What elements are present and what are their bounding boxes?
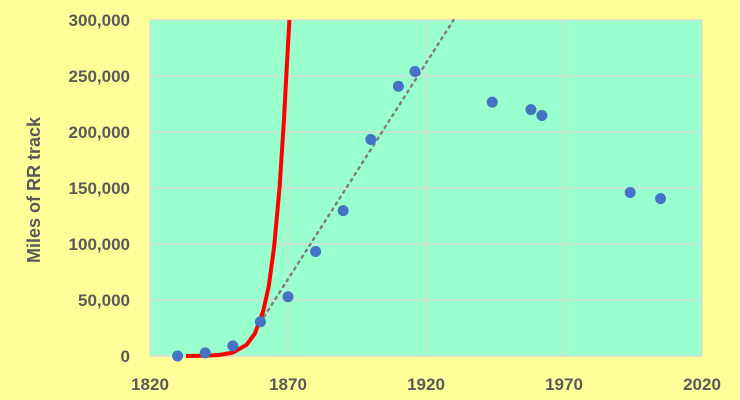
data-point xyxy=(409,66,421,78)
data-point xyxy=(310,246,322,258)
x-tick-label: 1870 xyxy=(269,375,307,394)
axes: 0 50,000 100,000 150,000 200,000 250,000 300,0… xyxy=(69,11,721,394)
data-point xyxy=(227,340,239,352)
data-point xyxy=(365,134,377,146)
y-tick-label: 0 xyxy=(121,347,130,366)
y-tick-label: 150,000 xyxy=(69,179,130,198)
x-tick-label: 1920 xyxy=(407,375,445,394)
y-tick-label: 250,000 xyxy=(69,67,130,86)
y-axis-title: Miles of RR track xyxy=(24,116,44,263)
data-point xyxy=(624,186,636,198)
y-tick-label: 100,000 xyxy=(69,235,130,254)
data-point xyxy=(337,205,349,217)
data-point xyxy=(172,350,184,362)
x-tick-label: 2020 xyxy=(683,375,721,394)
data-point xyxy=(536,110,548,122)
y-tick-label: 200,000 xyxy=(69,123,130,142)
y-tick-label: 300,000 xyxy=(69,11,130,30)
series xyxy=(172,18,667,362)
exponential-fit-curve xyxy=(185,19,292,358)
data-point xyxy=(254,316,266,328)
data-point xyxy=(282,291,294,303)
data-point xyxy=(525,104,537,116)
data-point xyxy=(655,193,667,205)
data-point xyxy=(199,347,211,359)
data-point xyxy=(392,80,404,92)
data-point xyxy=(486,96,498,108)
x-tick-label: 1820 xyxy=(131,375,169,394)
y-tick-label: 50,000 xyxy=(78,291,130,310)
x-tick-label: 1970 xyxy=(545,375,583,394)
